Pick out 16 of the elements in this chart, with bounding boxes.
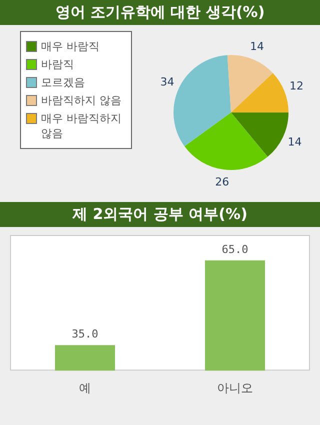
data-label: 14 (250, 40, 264, 53)
data-label: 26 (215, 175, 230, 188)
legend-label: 매우 바람직하지 않음 (41, 111, 122, 141)
legend-label: 매우 바람직 (41, 39, 100, 54)
data-label: 14 (288, 135, 302, 148)
legend-label: 바람직 (41, 57, 74, 72)
x-tick-label: 예 (79, 380, 91, 395)
legend-label: 모르겠음 (41, 75, 85, 90)
chart-title: 영어 조기유학에 대한 생각(%) (0, 0, 320, 25)
chart-title: 제 2외국어 공부 여부(%) (0, 202, 320, 227)
x-tick-label: 아니오 (217, 380, 253, 395)
data-label: 35.0 (72, 328, 98, 341)
legend-label: 바람직하지 않음 (41, 93, 122, 108)
data-label: 12 (290, 79, 304, 92)
data-label: 34 (160, 75, 174, 88)
data-label: 65.0 (222, 242, 248, 256)
